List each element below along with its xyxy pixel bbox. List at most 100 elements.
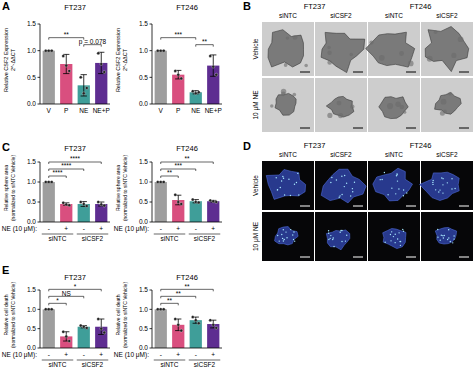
x-tick-label: + [176, 351, 180, 358]
group-label: siNTC [48, 361, 66, 368]
data-point [85, 87, 88, 90]
chart-title: FT246 [176, 273, 198, 282]
panel-letter: D [243, 140, 251, 152]
y-axis [152, 290, 153, 348]
condition-label: siNTC [279, 151, 297, 158]
cell-cluster [281, 89, 286, 94]
nucleus-dot [328, 230, 329, 231]
y-axis-label: Relative cell death [3, 294, 9, 335]
row-label: Vehicle [252, 175, 259, 196]
row-label: Vehicle [252, 38, 259, 59]
micrograph [421, 78, 473, 132]
x-axis [40, 104, 110, 105]
significance-bracket [161, 303, 179, 305]
x-tick-label: + [211, 351, 215, 358]
figure: ABCDEFT237Relative CSF2 Expression2^-ΔΔC… [0, 0, 474, 381]
data-point [159, 308, 162, 311]
significance-label: ** [167, 169, 173, 176]
nucleus-dot [330, 182, 331, 183]
micrograph [366, 22, 420, 76]
data-point [68, 340, 71, 343]
cell-cluster [408, 61, 414, 67]
y-tick [38, 202, 41, 203]
scale-bar [353, 206, 363, 207]
condition-label: siCSF2 [436, 151, 458, 158]
micrograph [262, 161, 314, 210]
spheroid [383, 229, 406, 249]
cell-cluster [369, 40, 373, 44]
data-point [100, 203, 103, 206]
nucleus-dot [276, 177, 277, 178]
y-tick-label: 1.5 [139, 158, 148, 165]
y-tick-label: 0.5 [27, 325, 36, 332]
data-point [103, 204, 106, 207]
data-point [97, 318, 100, 321]
data-point [103, 71, 106, 74]
nucleus-dot [390, 240, 391, 241]
nucleus-dot [332, 239, 333, 240]
cell-cluster [327, 46, 330, 49]
micrograph [262, 22, 314, 76]
data-point [82, 325, 85, 328]
y-tick-label: 0.5 [27, 198, 36, 205]
bar [60, 204, 72, 222]
nucleus-dot [292, 234, 293, 235]
nucleus-dot [333, 237, 334, 238]
nucleus-dot [331, 177, 332, 178]
micrograph [368, 161, 420, 210]
bar [95, 327, 107, 348]
significance-label: ** [64, 31, 70, 38]
image-background [368, 212, 420, 261]
significance-bracket [49, 162, 102, 164]
y-tick [150, 77, 153, 78]
scale-bar [459, 72, 469, 73]
cell-cluster [286, 36, 289, 39]
panel-letter: E [2, 264, 9, 276]
bar-chart: FT237Relative sphere area(normalized to … [2, 144, 110, 242]
spheroid [266, 170, 305, 200]
nucleus-dot [400, 245, 401, 246]
significance-label: ** [176, 290, 182, 297]
bar [190, 320, 202, 348]
error-bar [210, 55, 216, 76]
x-axis [152, 222, 222, 223]
scale-bar [300, 128, 310, 129]
cell-cluster [327, 113, 332, 118]
image-background [262, 78, 314, 132]
spheroid [321, 32, 365, 72]
nucleus-dot [437, 229, 438, 230]
row-label: 10 μM NE [252, 221, 260, 251]
data-point [180, 329, 183, 332]
condition-label: siCSF2 [330, 151, 352, 158]
nucleus-dot [340, 230, 341, 231]
nucleus-dot [403, 195, 404, 196]
y-tick [38, 182, 41, 183]
significance-label: p = 0.078 [79, 38, 107, 46]
nucleus-dot [344, 175, 345, 176]
data-point [156, 308, 159, 311]
significance-bracket [161, 38, 196, 40]
cell-line-label: FT246 [410, 2, 432, 11]
nucleus-dot [350, 195, 351, 196]
image-background [368, 161, 420, 210]
micrograph [420, 161, 473, 210]
nucleus-dot [288, 179, 289, 180]
cell-cluster [399, 51, 404, 56]
y-tick-label: 0.0 [27, 100, 36, 107]
spheroid [268, 30, 304, 67]
significance-bracket [161, 176, 179, 178]
significance-label: **** [52, 169, 63, 176]
data-point [85, 326, 88, 329]
spheroid [275, 227, 299, 245]
nucleus-dot [341, 176, 342, 177]
data-point [50, 308, 53, 311]
significance-bracket [196, 45, 214, 47]
y-tick-label: 1.0 [27, 306, 36, 313]
image-background [421, 78, 473, 132]
nucleus-dot [298, 194, 299, 195]
data-point [209, 55, 212, 58]
spheroid [435, 93, 462, 115]
significance-bracket [49, 38, 84, 40]
image-background [368, 78, 420, 132]
nucleus-dot [432, 180, 433, 181]
